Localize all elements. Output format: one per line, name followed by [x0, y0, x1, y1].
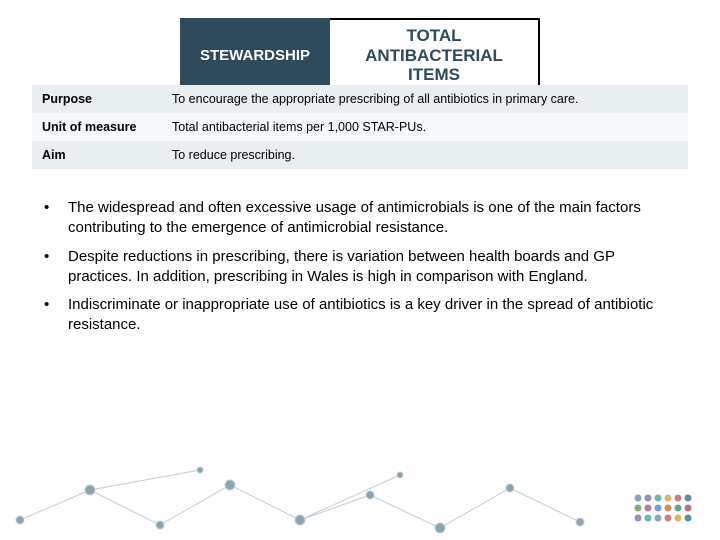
- table-value: To reduce prescribing.: [162, 141, 688, 169]
- slide: STEWARDSHIP TOTAL ANTIBACTERIAL ITEMS Pu…: [0, 0, 720, 540]
- bullet-text: Indiscriminate or inappropriate use of a…: [68, 295, 676, 336]
- bullet-item: • Indiscriminate or inappropriate use of…: [44, 295, 676, 336]
- table-row: Unit of measure Total antibacterial item…: [32, 113, 688, 141]
- table-label: Aim: [32, 141, 162, 169]
- bullet-marker: •: [44, 198, 68, 239]
- bullet-text: The widespread and often excessive usage…: [68, 198, 676, 239]
- bullet-list: • The widespread and often excessive usa…: [44, 198, 676, 344]
- table-label: Unit of measure: [32, 113, 162, 141]
- table-row: Aim To reduce prescribing.: [32, 141, 688, 169]
- header-row: STEWARDSHIP TOTAL ANTIBACTERIAL ITEMS: [180, 18, 540, 93]
- info-table: Purpose To encourage the appropriate pre…: [32, 85, 688, 169]
- footer-network-art: [0, 450, 720, 540]
- badge-title-line1: TOTAL ANTIBACTERIAL: [364, 26, 504, 65]
- bullet-marker: •: [44, 295, 68, 336]
- badge-title-line2: ITEMS: [364, 65, 504, 85]
- bullet-marker: •: [44, 247, 68, 288]
- bullet-item: • The widespread and often excessive usa…: [44, 198, 676, 239]
- badge-title: TOTAL ANTIBACTERIAL ITEMS: [330, 18, 540, 93]
- bullet-item: • Despite reductions in prescribing, the…: [44, 247, 676, 288]
- logo-dots-icon: [635, 495, 692, 522]
- table-value: To encourage the appropriate prescribing…: [162, 85, 688, 113]
- table-label: Purpose: [32, 85, 162, 113]
- badge-stewardship: STEWARDSHIP: [180, 18, 330, 93]
- table-row: Purpose To encourage the appropriate pre…: [32, 85, 688, 113]
- table-value: Total antibacterial items per 1,000 STAR…: [162, 113, 688, 141]
- bullet-text: Despite reductions in prescribing, there…: [68, 247, 676, 288]
